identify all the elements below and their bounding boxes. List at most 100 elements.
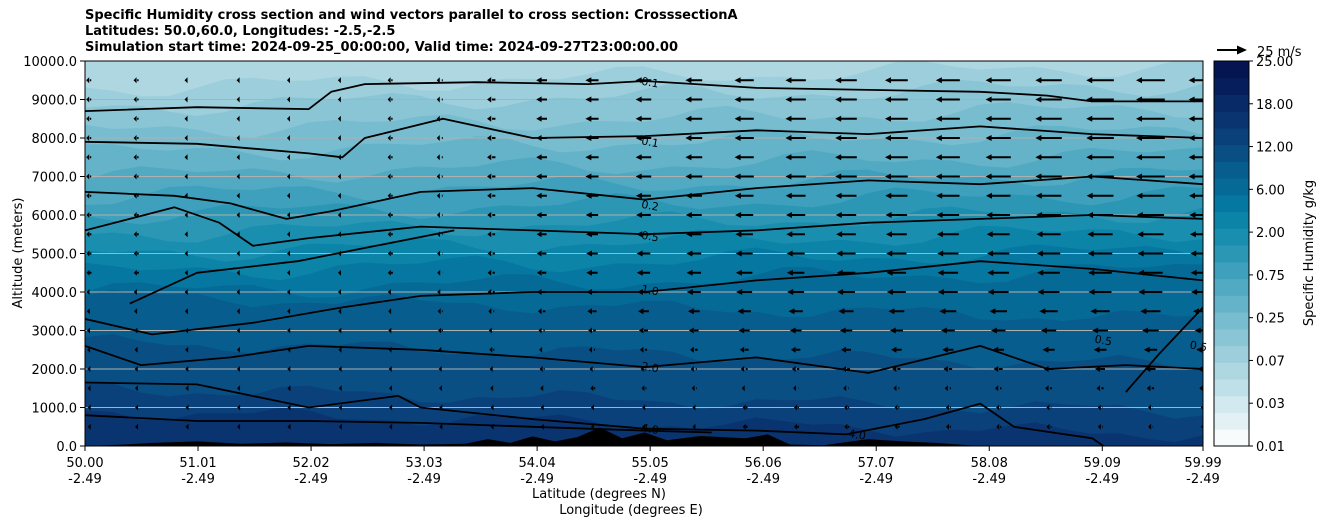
wind-arrow-head: [885, 192, 892, 199]
wind-arrow: [487, 135, 496, 141]
wind-arrow: [487, 269, 495, 276]
colorbar-segment: [1214, 362, 1249, 380]
wind-arrow-head: [337, 154, 341, 161]
wind-arrow-head: [692, 404, 696, 411]
wind-arrow-head: [487, 135, 492, 141]
x-tick-label-lat: 59.09: [1084, 456, 1121, 471]
wind-arrow-head: [287, 385, 291, 392]
wind-arrow-head: [489, 366, 493, 372]
wind-arrow-head: [1036, 250, 1043, 257]
wind-arrow: [986, 231, 1010, 238]
wind-arrow-head: [538, 327, 542, 334]
wind-arrow: [992, 346, 1005, 353]
wind-arrow: [685, 77, 703, 84]
wind-arrow: [735, 269, 753, 276]
wind-arrow-head: [436, 154, 440, 161]
wind-arrow-head: [835, 135, 842, 141]
wind-arrow-head: [436, 212, 440, 218]
wind-arrow: [785, 173, 806, 180]
wind-arrow-head: [585, 173, 592, 180]
colorbar-segment: [1214, 161, 1249, 179]
wind-arrow-head: [185, 327, 189, 334]
wind-arrow: [785, 192, 806, 199]
wind-arrow: [786, 212, 806, 218]
wind-arrow: [86, 192, 92, 199]
wind-arrow: [287, 250, 291, 257]
wind-arrow-head: [488, 327, 492, 334]
wind-arrow-head: [338, 346, 342, 353]
wind-arrow: [1037, 269, 1060, 276]
wind-arrow: [236, 154, 240, 161]
wind-arrow-head: [742, 404, 746, 411]
wind-arrow: [835, 135, 857, 141]
wind-arrow-head: [338, 404, 342, 411]
wind-arrow-head: [487, 96, 492, 103]
wind-arrow: [1086, 135, 1114, 141]
wind-arrow: [685, 96, 703, 103]
wind-arrow: [935, 77, 960, 84]
wind-arrow: [135, 404, 139, 411]
wind-arrow: [638, 327, 648, 334]
contour-label: 4.0: [847, 427, 866, 443]
wind-arrow: [436, 77, 443, 84]
wind-arrow-head: [539, 346, 543, 353]
wind-arrow-head: [1136, 192, 1143, 199]
wind-arrow: [287, 289, 291, 295]
wind-arrow: [1136, 96, 1165, 103]
wind-arrow-head: [337, 77, 341, 84]
colorbar-segment: [1214, 429, 1249, 447]
wind-arrow: [940, 327, 955, 334]
wind-arrow-head: [388, 385, 392, 392]
contour-label: 0.1: [640, 75, 659, 91]
contour-label: 4.0: [640, 421, 659, 437]
wind-arrow: [536, 115, 548, 122]
wind-arrow-head: [287, 308, 291, 315]
wind-arrow-head: [785, 192, 792, 199]
wind-arrow-head: [287, 423, 291, 430]
x-tick-label-lon: -2.49: [407, 472, 441, 487]
wind-arrow: [133, 96, 139, 103]
wind-arrow-head: [636, 269, 643, 276]
wind-arrow-head: [338, 385, 342, 392]
wind-arrow-head: [437, 308, 441, 315]
wind-arrow: [835, 115, 857, 122]
wind-arrow-head: [439, 404, 443, 411]
wind-arrow: [487, 154, 496, 161]
wind-arrow: [536, 250, 547, 257]
wind-arrow-head: [184, 192, 188, 199]
wind-arrow-head: [236, 231, 240, 238]
terrain: [85, 427, 1203, 446]
wind-arrow: [884, 96, 908, 103]
wind-arrow-head: [884, 96, 891, 103]
wind-arrow-head: [685, 212, 692, 218]
wind-arrow-head: [387, 135, 391, 141]
wind-arrow-head: [635, 96, 642, 103]
wind-arrow-head: [985, 77, 992, 84]
wind-arrow-head: [685, 96, 692, 103]
wind-arrow: [134, 346, 138, 353]
contour-line: [85, 381, 1104, 446]
wind-arrow: [734, 173, 754, 180]
x-tick-label-lat: 52.02: [292, 456, 329, 471]
wind-arrow: [785, 115, 806, 122]
wind-arrow: [886, 269, 907, 276]
wind-arrow-head: [734, 173, 741, 180]
wind-arrow: [635, 192, 652, 199]
wind-arrow: [133, 289, 137, 295]
wind-arrow: [985, 135, 1011, 141]
wind-arrow: [1189, 212, 1203, 218]
wind-arrow-head: [537, 289, 542, 295]
contour-line: [129, 229, 455, 305]
x-tick-label-lat: 55.05: [632, 456, 669, 471]
wind-arrow: [686, 289, 701, 295]
wind-arrow: [236, 289, 240, 295]
wind-arrow-head: [1189, 212, 1196, 218]
colorbar-tick-label: 0.07: [1256, 354, 1285, 369]
wind-arrow-head: [185, 346, 189, 353]
wind-arrow: [388, 308, 392, 315]
wind-arrow: [436, 192, 443, 199]
wind-arrow: [86, 250, 92, 257]
wind-arrow: [388, 385, 392, 392]
wind-arrow-head: [1090, 308, 1097, 315]
wind-arrow: [893, 385, 900, 392]
